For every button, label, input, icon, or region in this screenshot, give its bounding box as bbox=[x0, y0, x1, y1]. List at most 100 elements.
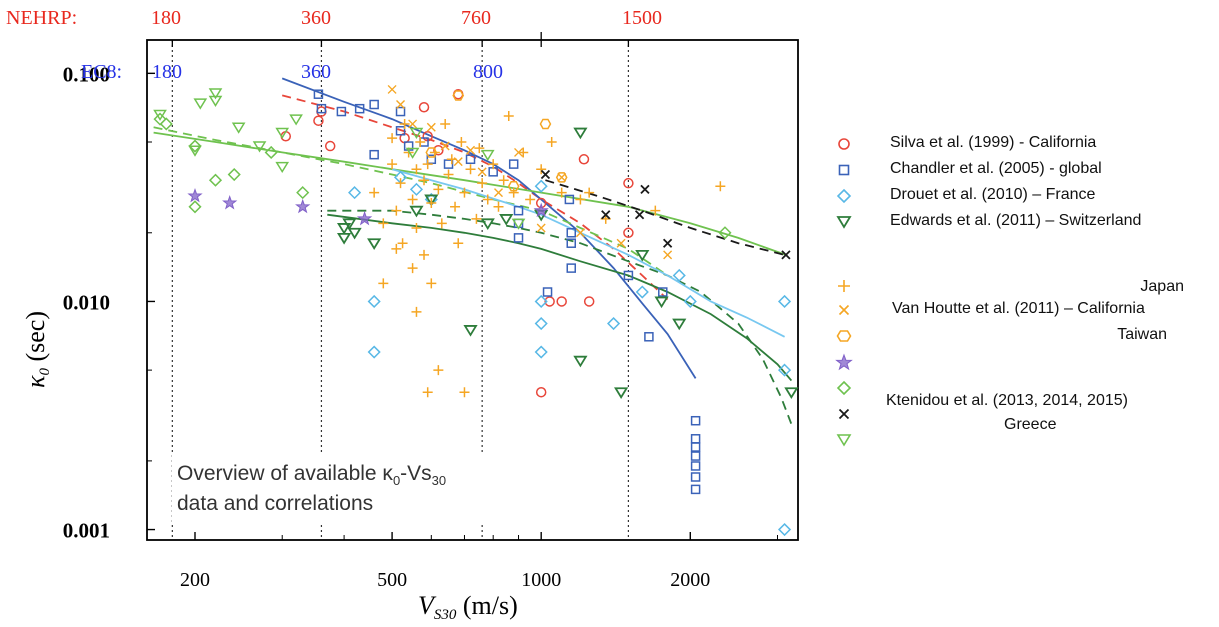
legend-label: Japan bbox=[1140, 278, 1184, 295]
data-point bbox=[369, 187, 380, 198]
data-point bbox=[336, 106, 347, 117]
legend-label: Drouet et al. (2010) – France bbox=[890, 186, 1096, 203]
y-tick-label: 0.100 bbox=[63, 62, 110, 86]
data-point bbox=[573, 355, 588, 368]
data-point bbox=[466, 145, 476, 155]
fit-lines bbox=[153, 77, 793, 425]
data-point bbox=[450, 201, 461, 212]
data-point bbox=[367, 294, 381, 309]
data-point bbox=[508, 187, 519, 198]
data-point bbox=[408, 119, 418, 129]
data-point bbox=[426, 198, 437, 209]
data-point bbox=[264, 145, 278, 160]
legend-item-kt-x bbox=[830, 402, 1219, 426]
data-point bbox=[252, 141, 267, 153]
data-point bbox=[436, 218, 447, 229]
data-point bbox=[564, 194, 575, 205]
x-marker-icon bbox=[838, 408, 850, 420]
ec8-tick-label: 800 bbox=[473, 61, 503, 83]
data-point bbox=[313, 89, 324, 99]
data-point bbox=[654, 296, 669, 309]
y-axis-label: κ0 (sec) bbox=[21, 311, 53, 388]
data-point bbox=[634, 210, 645, 220]
data-point bbox=[535, 386, 547, 398]
data-point bbox=[555, 172, 568, 183]
data-point bbox=[494, 188, 503, 198]
data-point bbox=[616, 238, 626, 248]
data-point bbox=[188, 145, 202, 157]
data-point bbox=[690, 415, 701, 426]
data-point bbox=[578, 154, 590, 165]
legend-item-chandler: Chandler et al. (2005) - global bbox=[830, 158, 1219, 182]
data-point bbox=[459, 387, 470, 398]
data-point bbox=[409, 127, 424, 139]
data-point bbox=[536, 164, 547, 175]
star-marker-icon bbox=[835, 353, 853, 371]
legend-item-kt-star bbox=[830, 350, 1219, 374]
legend-item-vh-hex: Taiwan bbox=[830, 324, 1219, 348]
diamond-marker-icon bbox=[836, 188, 852, 204]
data-point bbox=[193, 98, 208, 110]
nehrp-tick-label: 760 bbox=[461, 7, 491, 29]
data-point bbox=[367, 345, 381, 359]
data-point bbox=[690, 461, 701, 471]
data-point bbox=[419, 249, 430, 260]
data-point bbox=[391, 205, 402, 216]
data-point bbox=[347, 227, 362, 240]
legend-item-edwards: Edwards et al. (2011) – Switzerland bbox=[830, 210, 1219, 234]
fit-line bbox=[281, 77, 697, 379]
legend-text-ktenidou: Ktenidou et al. (2013, 2014, 2015) bbox=[830, 390, 1219, 414]
data-point bbox=[534, 345, 548, 359]
data-point bbox=[784, 387, 799, 399]
data-point bbox=[443, 169, 454, 180]
data-point bbox=[336, 223, 352, 235]
data-point bbox=[533, 202, 549, 218]
data-point bbox=[474, 143, 485, 154]
data-point bbox=[690, 442, 701, 452]
data-point bbox=[440, 141, 450, 151]
data-point bbox=[153, 112, 167, 126]
legend-text-japan: Japan bbox=[830, 276, 1219, 300]
legend: Silva et al. (1999) - California Chandle… bbox=[830, 130, 1219, 450]
data-point bbox=[407, 194, 418, 205]
x-tick-label: 200 bbox=[180, 569, 210, 591]
data-point bbox=[395, 178, 406, 189]
legend-item-kt-diamond bbox=[830, 376, 1219, 400]
data-point bbox=[153, 109, 167, 121]
legend-item-silva: Silva et al. (1999) - California bbox=[830, 132, 1219, 156]
data-point bbox=[188, 139, 202, 153]
data-point bbox=[409, 182, 424, 196]
data-point bbox=[690, 451, 701, 461]
data-point bbox=[650, 205, 661, 216]
data-point bbox=[556, 187, 567, 198]
triangle-down-marker-icon bbox=[836, 434, 852, 447]
data-point bbox=[378, 218, 389, 229]
fit-line bbox=[281, 94, 669, 301]
annotation-line-1: Overview of available κ0-Vs30 bbox=[177, 462, 446, 488]
data-point bbox=[411, 164, 422, 175]
data-point bbox=[623, 177, 634, 189]
data-point bbox=[369, 99, 379, 110]
data-point bbox=[387, 84, 397, 94]
data-point bbox=[544, 296, 555, 307]
y-tick-label: 0.001 bbox=[63, 519, 110, 543]
data-point bbox=[623, 227, 634, 239]
data-point bbox=[644, 332, 654, 342]
nehrp-tick-labels: 180 360 760 1500 bbox=[151, 7, 662, 29]
data-point bbox=[573, 127, 588, 140]
data-point bbox=[463, 325, 478, 337]
data-point bbox=[584, 187, 595, 198]
data-point bbox=[513, 205, 524, 216]
legend-item-drouet: Drouet et al. (2010) – France bbox=[830, 184, 1219, 208]
data-point bbox=[407, 263, 418, 274]
data-point bbox=[672, 268, 686, 283]
data-point bbox=[566, 238, 577, 248]
data-point bbox=[313, 115, 324, 126]
data-point bbox=[452, 90, 465, 101]
data-point bbox=[387, 159, 398, 170]
data-point bbox=[480, 218, 495, 231]
data-point bbox=[477, 178, 488, 189]
fit-line bbox=[327, 209, 793, 425]
data-point bbox=[419, 175, 430, 186]
